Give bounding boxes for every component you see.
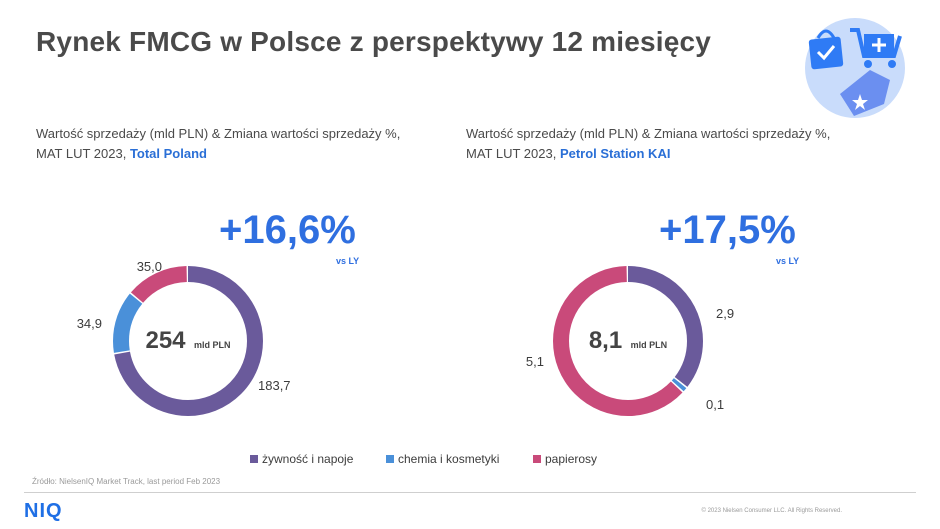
left-subtitle: Wartość sprzedaży (mld PLN) & Zmiana war… <box>36 124 400 164</box>
left-subtitle-prefix: MAT LUT 2023, <box>36 146 130 161</box>
segment-label-chemia: 34,9 <box>77 316 102 331</box>
shopping-illustration-icon <box>805 18 905 118</box>
right-subtitle: Wartość sprzedaży (mld PLN) & Zmiana war… <box>466 124 830 164</box>
center-total-value: 8,1 <box>589 327 622 354</box>
right-subtitle-prefix: MAT LUT 2023, <box>466 146 560 161</box>
donut-chart-total-poland: 35,0 34,9 183,7 254 mld PLN <box>77 259 291 416</box>
center-total-value: 254 <box>145 327 186 354</box>
segment-zywnosc <box>113 266 263 416</box>
segment-label-papierosy: 35,0 <box>137 259 162 274</box>
center-total-unit: mld PLN <box>194 340 231 350</box>
segment-label-zywnosc: 183,7 <box>258 378 291 393</box>
legend-label: żywność i napoje <box>262 452 354 466</box>
donut-chart-petrol-station: 2,9 0,1 5,1 8,1 mld PLN <box>526 266 734 416</box>
svg-text:254 mld PLN: 254 mld PLN <box>145 327 230 354</box>
center-total-unit: mld PLN <box>631 340 668 350</box>
donut-segments <box>553 266 703 416</box>
right-subtitle-line1: Wartość sprzedaży (mld PLN) & Zmiana war… <box>466 126 831 141</box>
copyright: © 2023 Nielsen Consumer LLC. All Rights … <box>701 508 843 514</box>
source-note: Źródło: NielsenIQ Market Track, last per… <box>32 477 221 486</box>
legend-label: papierosy <box>545 452 598 466</box>
right-subtitle-line2: MAT LUT 2023, Petrol Station KAI <box>466 144 830 164</box>
right-vs-ly: vs LY <box>776 256 800 266</box>
left-subtitle-line2: MAT LUT 2023, Total Poland <box>36 144 400 164</box>
page-title: Rynek FMCG w Polsce z perspektywy 12 mie… <box>36 26 712 57</box>
left-growth-value: +16,6% <box>219 208 356 252</box>
left-subtitle-line1: Wartość sprzedaży (mld PLN) & Zmiana war… <box>36 126 401 141</box>
donut-segments <box>113 266 263 416</box>
segment-label-zywnosc: 2,9 <box>716 306 734 321</box>
legend-label: chemia i kosmetyki <box>398 452 500 466</box>
left-subtitle-highlight: Total Poland <box>129 146 207 161</box>
niq-logo: NIQ <box>24 500 63 522</box>
segment-papierosy <box>553 266 703 416</box>
legend-swatch <box>250 455 258 463</box>
svg-text:8,1 mld PLN: 8,1 mld PLN <box>589 327 667 354</box>
segment-zywnosc <box>553 266 703 416</box>
segment-label-papierosy: 5,1 <box>526 354 544 369</box>
left-vs-ly: vs LY <box>336 256 360 266</box>
legend-swatch <box>386 455 394 463</box>
right-subtitle-highlight: Petrol Station KAI <box>559 146 671 161</box>
segment-label-chemia: 0,1 <box>706 397 724 412</box>
legend-item-chemia: chemia i kosmetyki <box>386 452 499 466</box>
right-growth-value: +17,5% <box>659 208 796 252</box>
legend-swatch <box>533 455 541 463</box>
legend-item-papierosy: papierosy <box>533 452 597 466</box>
legend-item-zywnosc: żywność i napoje <box>250 452 353 466</box>
segment-chemia <box>113 266 263 416</box>
footer-divider <box>24 492 916 493</box>
